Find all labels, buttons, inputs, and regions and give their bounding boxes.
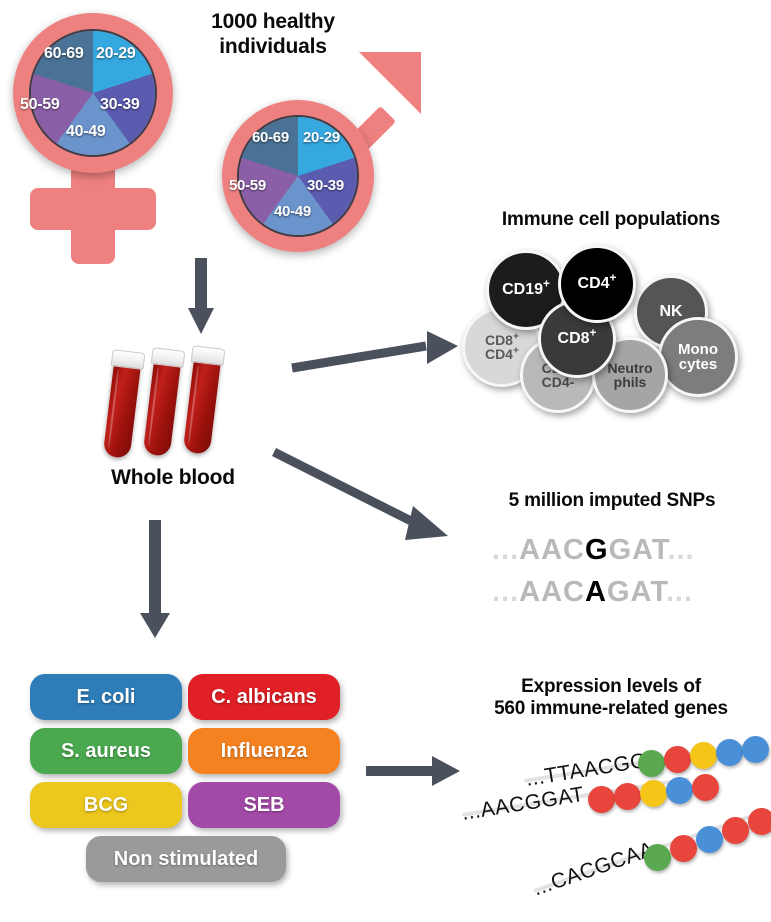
expression-bead [670, 835, 697, 862]
expression-bead [664, 746, 691, 773]
gene-expression-strands: ...TTAACGG ...AACGGAT ...CACGCAA [448, 736, 771, 910]
snp-right-bases: GAT [608, 534, 668, 566]
snp-left-bases: AAC [519, 534, 586, 566]
whole-blood-label: Whole blood [111, 466, 235, 489]
snp-variant-base: A [585, 576, 607, 608]
pie-segment-60-69 [239, 117, 357, 235]
expression-bead [748, 808, 771, 835]
snp-prefix-ellipsis: ... [492, 576, 520, 608]
immune-cell-cluster: CD19+ CD4+ NK CD8+CD4+ CD8+ CD8-CD4- Neu… [462, 245, 762, 413]
expression-bead [692, 774, 719, 801]
expression-bead [638, 750, 665, 777]
expression-bead [640, 780, 667, 807]
stimulus-seb[interactable]: SEB [188, 782, 340, 828]
pie-segment-60-69 [31, 31, 155, 155]
pie-label-40-49: 40-49 [274, 203, 311, 220]
expression-bead [588, 786, 615, 813]
blood-tube-3 [182, 345, 226, 455]
expression-bead [690, 742, 717, 769]
snp-suffix-ellipsis: ... [665, 576, 693, 608]
stimulus-e-coli[interactable]: E. coli [30, 674, 182, 720]
blood-tube-body [182, 358, 221, 455]
snps-title: 5 million imputed SNPs [508, 490, 716, 511]
snp-variant-base: G [585, 534, 609, 566]
pie-label-50-59: 50-59 [229, 177, 266, 194]
snp-allele-sequence-2: ...AACAGAT... [492, 576, 693, 609]
blood-tube-highlight [187, 364, 200, 445]
stimulus-s-aureus[interactable]: S. aureus [30, 728, 182, 774]
immune-cell-label: CD8+ CD4+ [484, 331, 520, 362]
immune-cell-label: CD19+ [502, 276, 550, 298]
expression-bead [666, 777, 693, 804]
stimulus-influenza[interactable]: Influenza [188, 728, 340, 774]
expression-bead [742, 736, 769, 763]
expression-title-line2: 560 immune-related genes [494, 698, 728, 720]
cohort-title-line2: individuals [219, 34, 327, 58]
blood-tube-body [142, 360, 181, 457]
immune-cell-cd4-plus: CD4+ [558, 245, 636, 323]
male-age-pie-chart [237, 115, 359, 237]
expression-title: Expression levels of 560 immune-related … [460, 676, 762, 721]
arrow-stimuli-to-expression [366, 756, 460, 786]
stimulus-bcg[interactable]: BCG [30, 782, 182, 828]
expression-bead [614, 783, 641, 810]
immune-cell-label: Mono cytes [678, 340, 718, 373]
pie-label-20-29: 20-29 [303, 129, 340, 146]
snp-prefix-ellipsis: ... [492, 534, 520, 566]
stimulus-c-albicans[interactable]: C. albicans [188, 674, 340, 720]
expression-bead [716, 739, 743, 766]
blood-tube-highlight [107, 368, 120, 449]
immune-cell-label: CD8+ [557, 325, 597, 347]
whole-blood-tubes [102, 345, 238, 459]
arrow-blood-to-cells [291, 331, 458, 373]
snp-right-bases: GAT [606, 576, 666, 608]
cohort-title: 1000 healthy individuals [178, 10, 368, 60]
female-gender-symbol: 20-29 30-39 40-49 50-59 60-69 [8, 8, 178, 266]
pie-label-60-69: 60-69 [252, 129, 289, 146]
arrow-blood-to-snps [271, 447, 448, 540]
arrow-blood-to-stimuli [140, 520, 170, 638]
pie-label-40-49: 40-49 [66, 123, 106, 140]
female-symbol-crossbar [30, 188, 156, 230]
cohort-title-line1: 1000 healthy [211, 10, 335, 33]
immune-cell-label: Neutro phils [607, 359, 653, 390]
male-gender-symbol: 20-29 30-39 40-49 50-59 60-69 [208, 50, 423, 252]
immune-cell-label: CD4+ [577, 270, 617, 292]
pie-label-20-29: 20-29 [96, 45, 136, 62]
stimulus-non-stimulated[interactable]: Non stimulated [86, 836, 286, 882]
blood-tube-body [102, 362, 141, 459]
expression-bead [696, 826, 723, 853]
blood-tube-highlight [147, 366, 160, 447]
blood-tube-2 [142, 347, 186, 457]
female-age-pie-chart [29, 29, 157, 157]
pie-label-30-39: 30-39 [100, 96, 140, 113]
arrow-cohort-to-blood [188, 258, 214, 334]
snp-suffix-ellipsis: ... [667, 534, 695, 566]
immune-cell-monocytes: Mono cytes [658, 317, 738, 397]
expression-sequence-2: ...AACGGAT [460, 782, 586, 825]
snp-left-bases: AAC [519, 576, 586, 608]
stimuli-panel: E. coli C. albicans S. aureus Influenza … [30, 674, 350, 894]
expression-sequence-3: ...CACGCAA [530, 837, 658, 901]
blood-tube-1 [102, 349, 146, 459]
pie-label-50-59: 50-59 [20, 96, 60, 113]
male-symbol-arrow-head [359, 52, 421, 114]
expression-bead [644, 844, 671, 871]
pie-label-60-69: 60-69 [44, 45, 84, 62]
snp-allele-sequence-1: ...AACGGAT... [492, 534, 695, 567]
immune-cell-label: NK [659, 302, 683, 320]
expression-bead [722, 817, 749, 844]
immune-cells-title: Immune cell populations [501, 209, 721, 230]
expression-title-line1: Expression levels of [521, 676, 701, 697]
pie-label-30-39: 30-39 [307, 177, 344, 194]
